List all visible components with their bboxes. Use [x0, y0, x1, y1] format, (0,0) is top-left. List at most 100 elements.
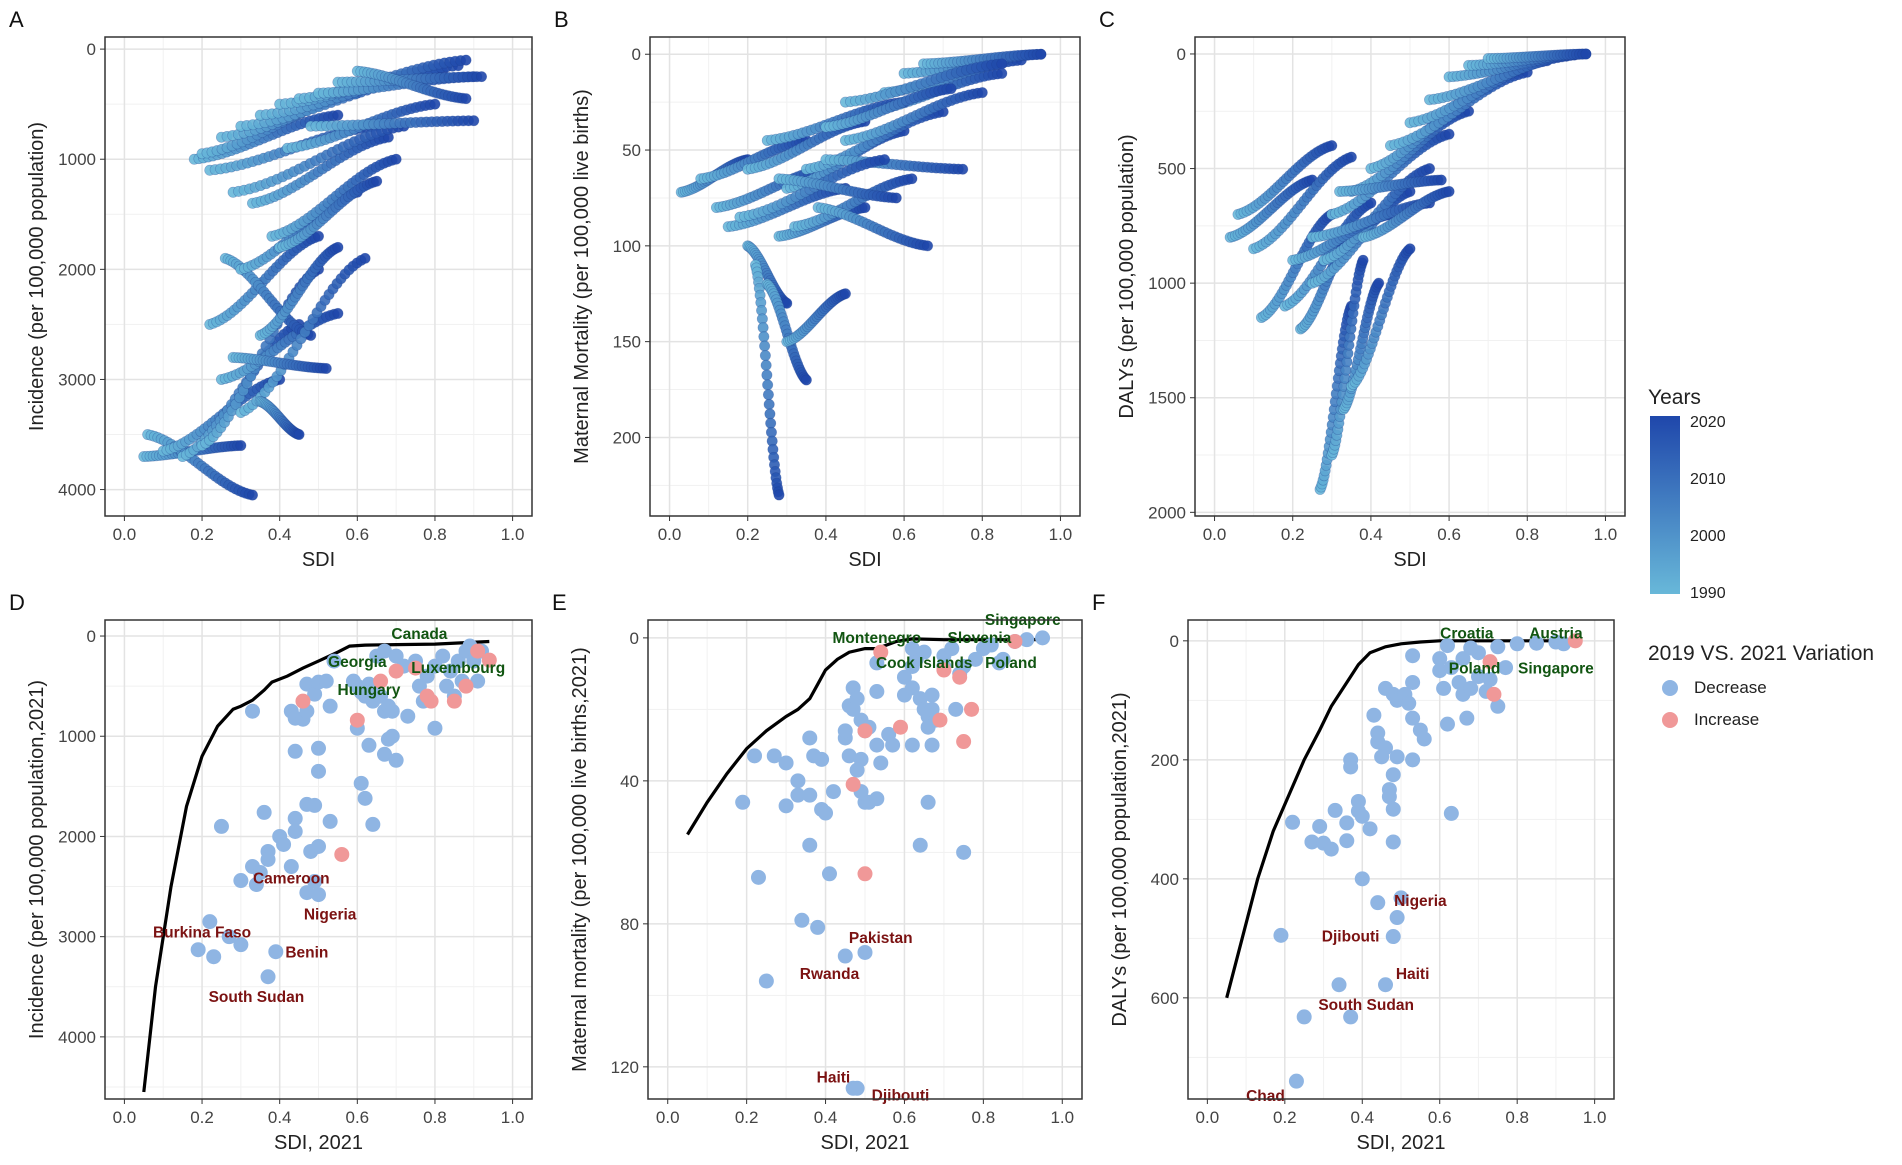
x-tick-label: 0.6 [892, 525, 916, 544]
decrease-point [248, 877, 264, 893]
decrease-point [956, 844, 972, 860]
x-tick-label: 0.0 [113, 525, 137, 544]
decrease-point [260, 969, 276, 985]
years-legend: Years 2020 2010 2000 1990 [1648, 386, 1726, 602]
panel-letter: A [9, 7, 24, 32]
data-point [332, 307, 344, 319]
increase-point [1007, 633, 1023, 649]
decrease-point [1385, 767, 1401, 783]
y-tick-label: 1000 [1148, 274, 1186, 293]
decrease-point [920, 794, 936, 810]
country-label: Singapore [1518, 660, 1594, 677]
x-tick-label: 0.8 [423, 525, 447, 544]
increase-point [857, 866, 873, 882]
decrease-point [924, 687, 940, 703]
decrease-point [190, 942, 206, 958]
decrease-point [904, 641, 920, 657]
x-tick-label: 1.0 [501, 525, 525, 544]
x-tick-label: 1.0 [1594, 525, 1618, 544]
y-tick-label: 600 [1151, 989, 1179, 1008]
x-tick-label: 1.0 [1050, 1108, 1074, 1127]
decrease-point [326, 653, 342, 669]
increase-point [1486, 686, 1502, 702]
legend-item-decrease: Decrease [1662, 678, 1874, 698]
decrease-point [307, 686, 323, 702]
data-point [1345, 151, 1357, 163]
decrease-point [841, 748, 857, 764]
x-tick-label: 0.6 [345, 1108, 369, 1127]
decrease-point [873, 755, 889, 771]
x-tick-label: 0.8 [972, 1108, 996, 1127]
y-tick-label: 0 [632, 45, 641, 64]
data-point [320, 362, 332, 374]
y-tick-label: 200 [613, 428, 641, 447]
data-point [476, 71, 488, 83]
increase-point [893, 719, 909, 735]
plot-border [1187, 619, 1615, 1100]
decrease-point [885, 737, 901, 753]
x-tick-label: 0.4 [1359, 525, 1383, 544]
decrease-point [1416, 731, 1432, 747]
data-point [371, 175, 383, 187]
panel-d: 0.0 0.2 0.4 0.6 0.8 1.0 0 1000 2000 3000 4000 Canad… [9, 590, 533, 1154]
data-point [839, 288, 851, 300]
y-tick-label: 2000 [1148, 503, 1186, 522]
decrease-point [750, 869, 766, 885]
decrease-point [1366, 707, 1382, 723]
decrease-point [1482, 672, 1498, 688]
data-point [906, 173, 918, 185]
y-tick-label: 0 [630, 629, 639, 648]
increase-point [446, 693, 462, 709]
increase-point [388, 663, 404, 679]
data-point [758, 331, 770, 343]
decrease-point [1509, 636, 1525, 652]
data-point [247, 489, 259, 501]
decrease-point [252, 865, 268, 881]
x-tick-label: 0.6 [1437, 525, 1461, 544]
data-point [957, 163, 969, 175]
decrease-point [1385, 801, 1401, 817]
decrease-point [1354, 808, 1370, 824]
decrease-point [311, 887, 326, 903]
decrease-point [376, 746, 392, 762]
decrease-point [1436, 680, 1452, 696]
decrease-point [388, 752, 404, 768]
decrease-point [948, 701, 964, 717]
decrease-point [311, 838, 326, 854]
decrease-point [276, 836, 292, 852]
y-axis-title: DALYs (per 100,000 population) [1116, 134, 1138, 418]
decrease-point [353, 775, 369, 791]
decrease-point [311, 763, 326, 779]
y-tick-label: 4000 [58, 1028, 96, 1047]
x-tick-label: 0.4 [814, 1108, 838, 1127]
decrease-point [400, 708, 416, 724]
data-point [761, 369, 773, 381]
panel-e: 0.0 0.2 0.4 0.6 0.8 1.0 0 40 80 120 Montenegro Slov… [552, 590, 1083, 1154]
decrease-point [318, 673, 334, 689]
country-label: Djibouti [872, 1087, 930, 1104]
data-point [879, 154, 891, 166]
panel-b: 0.0 0.2 0.4 0.6 0.8 1.0 0 50 100 150 200 SDI Materna… [554, 7, 1081, 571]
x-axis-title: SDI, 2021 [1357, 1132, 1446, 1154]
decrease-point [1451, 674, 1467, 690]
data-point [773, 489, 785, 501]
decrease-point [857, 944, 873, 960]
country-label: Luxembourg [411, 660, 505, 677]
country-label: Poland [985, 655, 1037, 672]
data-point [1035, 48, 1047, 60]
country-label: Nigeria [304, 907, 357, 924]
x-tick-label: 0.2 [190, 525, 214, 544]
x-tick-label: 0.2 [190, 1108, 214, 1127]
years-legend-title: Years [1648, 386, 1701, 409]
decrease-point [322, 698, 338, 714]
data-point [800, 374, 812, 386]
data-point [1580, 48, 1592, 60]
decrease-point [384, 703, 400, 719]
y-tick-label: 1500 [1148, 389, 1186, 408]
decrease-point [322, 813, 338, 829]
country-label: Georgia [328, 654, 387, 671]
data-point [429, 98, 441, 110]
data-point [1373, 277, 1385, 289]
y-tick-label: 3000 [58, 928, 96, 947]
data-point [312, 230, 324, 242]
